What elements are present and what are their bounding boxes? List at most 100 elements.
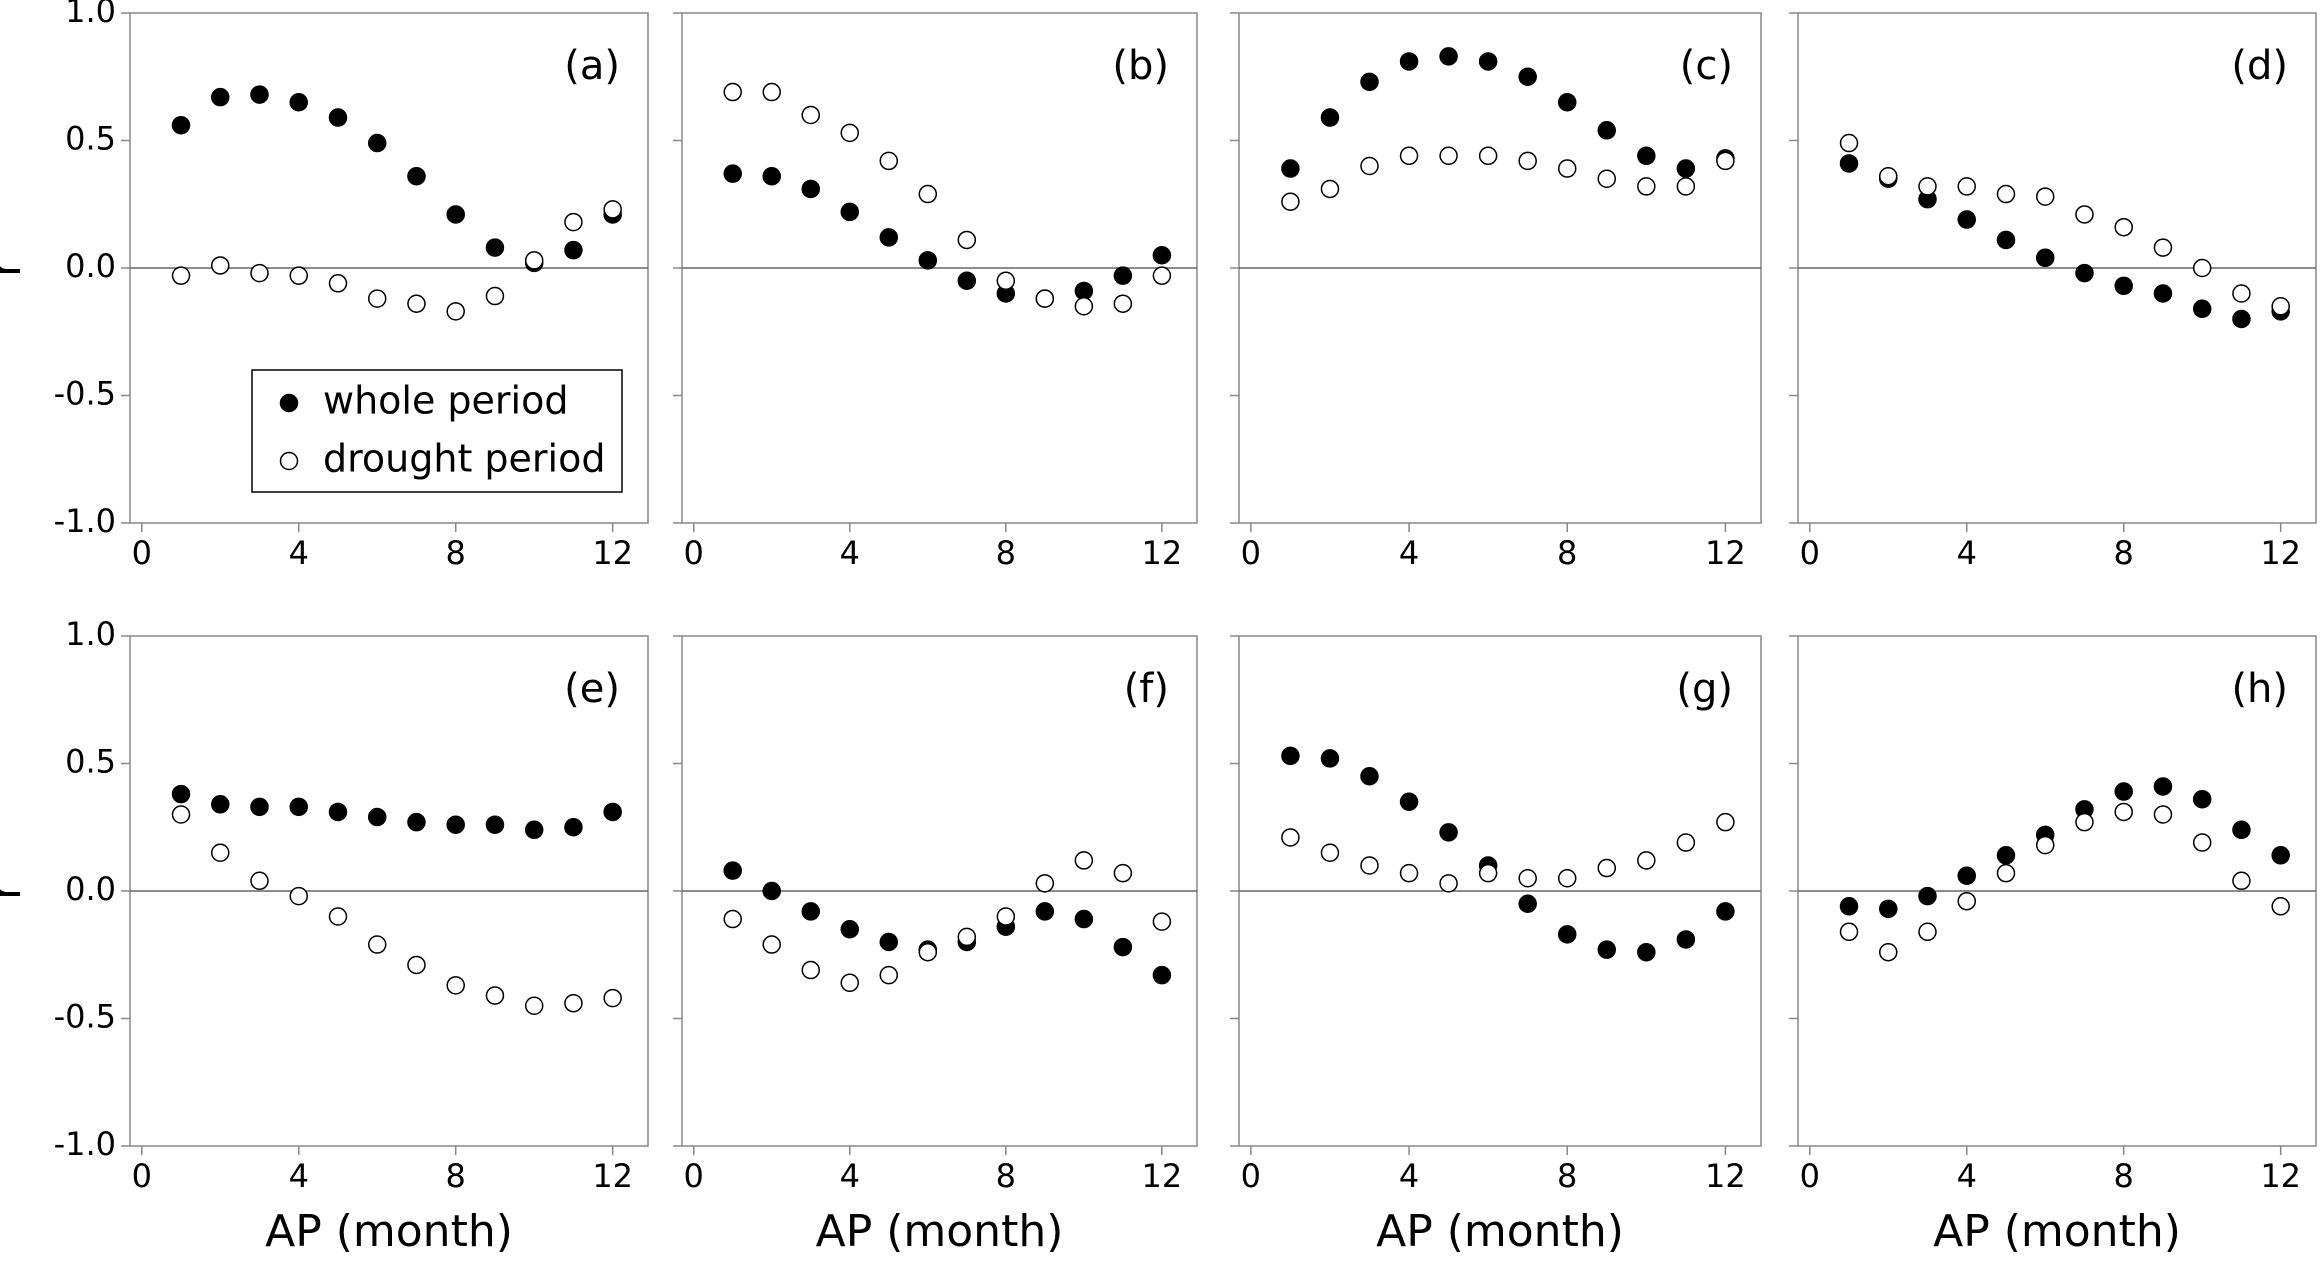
data-point bbox=[2153, 805, 2173, 824]
data-point bbox=[250, 85, 269, 104]
data-point bbox=[1399, 863, 1419, 883]
data-point bbox=[1518, 151, 1537, 171]
x-tick-label: 0 bbox=[132, 534, 152, 572]
x-tick-label: 12 bbox=[2260, 534, 2301, 572]
data-point bbox=[1557, 869, 1577, 888]
data-point bbox=[2114, 217, 2133, 237]
data-point bbox=[328, 108, 348, 127]
data-point bbox=[1676, 159, 1696, 178]
data-point bbox=[957, 230, 977, 250]
data-point bbox=[2271, 846, 2290, 865]
data-point bbox=[1518, 894, 1537, 913]
y-tick-label: 1.0 bbox=[65, 0, 116, 30]
panel-label: (f) bbox=[1124, 666, 1169, 712]
data-point bbox=[446, 205, 465, 224]
panel: 0 4 8 12 (h) AP (month) bbox=[1789, 635, 2317, 1257]
x-tick-label: 0 bbox=[684, 534, 704, 572]
data-point bbox=[446, 976, 465, 995]
data-point bbox=[603, 988, 622, 1008]
data-point bbox=[171, 266, 191, 285]
x-tick-label: 4 bbox=[1399, 534, 1419, 572]
data-point bbox=[1716, 902, 1735, 921]
data-point bbox=[446, 302, 465, 321]
data-point bbox=[1478, 146, 1498, 166]
data-point bbox=[1676, 177, 1696, 196]
data-point bbox=[2114, 276, 2133, 296]
data-point bbox=[289, 797, 308, 817]
data-point bbox=[485, 238, 505, 257]
data-point bbox=[840, 920, 860, 939]
data-point bbox=[171, 805, 191, 824]
data-point bbox=[1478, 52, 1498, 71]
data-point bbox=[1996, 846, 2016, 865]
x-tick-label: 0 bbox=[1800, 1157, 1820, 1195]
x-tick-label: 4 bbox=[289, 534, 309, 572]
x-tick-label: 8 bbox=[1557, 1157, 1577, 1195]
panel: 0 4 8 12 (c) bbox=[1230, 12, 1762, 572]
data-point bbox=[762, 881, 781, 901]
data-point bbox=[762, 935, 781, 954]
data-point bbox=[957, 271, 977, 290]
panel-label: (h) bbox=[2231, 666, 2288, 712]
data-point bbox=[564, 212, 583, 232]
data-point bbox=[1281, 192, 1300, 211]
y-tick-label: 1.0 bbox=[65, 615, 116, 653]
panel: 0 4 8 12 (d) bbox=[1789, 12, 2317, 572]
data-point bbox=[2153, 777, 2173, 796]
y-tick-label: 0.5 bbox=[65, 743, 116, 781]
data-point bbox=[996, 907, 1016, 926]
data-point bbox=[879, 228, 899, 247]
data-point bbox=[1360, 156, 1379, 176]
data-point bbox=[2192, 789, 2212, 809]
panel: 0 4 8 12 (b) bbox=[673, 12, 1198, 572]
data-point bbox=[1035, 289, 1055, 308]
data-point bbox=[1716, 151, 1735, 171]
y-tick-label: -0.5 bbox=[54, 375, 116, 413]
data-point bbox=[1399, 52, 1419, 71]
x-axis-label: AP (month) bbox=[265, 1206, 513, 1257]
x-tick-label: 12 bbox=[1705, 534, 1746, 572]
x-axis-label: AP (month) bbox=[816, 1206, 1064, 1257]
data-point bbox=[289, 886, 308, 906]
data-point bbox=[1320, 843, 1340, 862]
data-point bbox=[1478, 863, 1498, 883]
data-point bbox=[1152, 266, 1172, 285]
x-axis-label: AP (month) bbox=[1376, 1206, 1624, 1257]
data-point bbox=[918, 184, 938, 204]
x-tick-label: 8 bbox=[446, 1157, 466, 1195]
panel: -1.0 -0.5 0.0 0.5 1.0 0 4 8 12 (a) r whole period dr… bbox=[0, 0, 649, 572]
legend-box bbox=[251, 369, 623, 493]
data-point bbox=[407, 294, 426, 313]
panel-label: (e) bbox=[564, 666, 620, 712]
x-tick-label: 12 bbox=[592, 1157, 633, 1195]
data-point bbox=[1597, 169, 1617, 188]
data-point bbox=[1152, 912, 1172, 931]
data-point bbox=[289, 93, 308, 112]
data-point bbox=[1439, 823, 1458, 842]
data-point bbox=[564, 240, 583, 260]
x-axis-label: AP (month) bbox=[1933, 1206, 2181, 1257]
x-tick-label: 12 bbox=[1142, 1157, 1183, 1195]
data-point bbox=[211, 843, 230, 862]
data-point bbox=[2035, 187, 2055, 206]
data-point bbox=[918, 251, 938, 270]
data-point bbox=[1281, 828, 1300, 847]
y-tick-label: 0.0 bbox=[65, 247, 116, 285]
data-point bbox=[1439, 146, 1458, 166]
data-point bbox=[1879, 166, 1898, 186]
data-point bbox=[1597, 121, 1617, 140]
data-point bbox=[2153, 238, 2173, 257]
data-point bbox=[328, 274, 348, 293]
data-point bbox=[1320, 749, 1340, 768]
x-tick-label: 12 bbox=[1705, 1157, 1746, 1195]
data-point bbox=[2075, 205, 2094, 224]
data-point bbox=[1399, 146, 1419, 166]
x-tick-label: 12 bbox=[2260, 1157, 2301, 1195]
x-tick-label: 12 bbox=[592, 534, 633, 572]
x-tick-label: 8 bbox=[996, 1157, 1016, 1195]
data-point bbox=[1637, 851, 1656, 870]
data-point bbox=[211, 256, 230, 275]
data-point bbox=[2232, 871, 2251, 891]
data-point bbox=[250, 871, 269, 891]
data-point bbox=[1152, 965, 1172, 985]
